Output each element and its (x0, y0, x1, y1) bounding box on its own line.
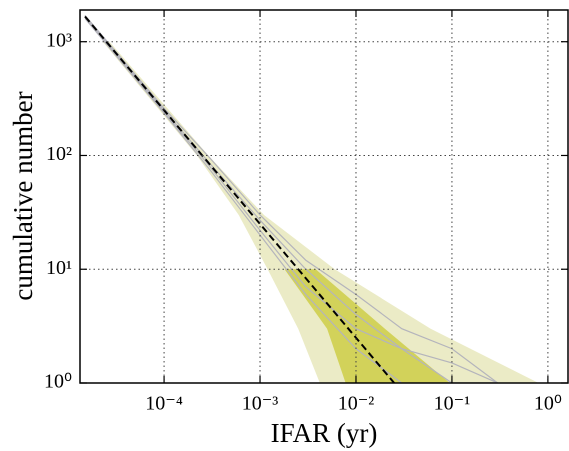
axes-frame (79, 9, 569, 384)
confidence-band (102, 41, 539, 383)
y-tick-label: 10⁰ (44, 371, 72, 393)
y-axis-label: cumulative number (8, 91, 38, 300)
y-tick-label: 10³ (46, 29, 72, 51)
x-tick-label: 10⁻⁴ (145, 393, 183, 415)
x-tick-label: 10⁻² (338, 393, 375, 415)
expected-line (84, 15, 395, 383)
x-tick-label: 10⁰ (534, 393, 562, 415)
plot-area (84, 15, 539, 383)
y-tick-label: 10² (46, 143, 72, 165)
confidence-band (284, 269, 450, 383)
background-line (84, 15, 498, 383)
x-tick-label: 10⁻¹ (434, 393, 471, 415)
x-axis-label: IFAR (yr) (271, 418, 378, 448)
background-line (84, 16, 498, 383)
x-tick-label: 10⁻³ (242, 393, 279, 415)
background-line (84, 18, 498, 383)
background-line (84, 15, 499, 383)
y-tick-label: 10¹ (46, 257, 72, 279)
